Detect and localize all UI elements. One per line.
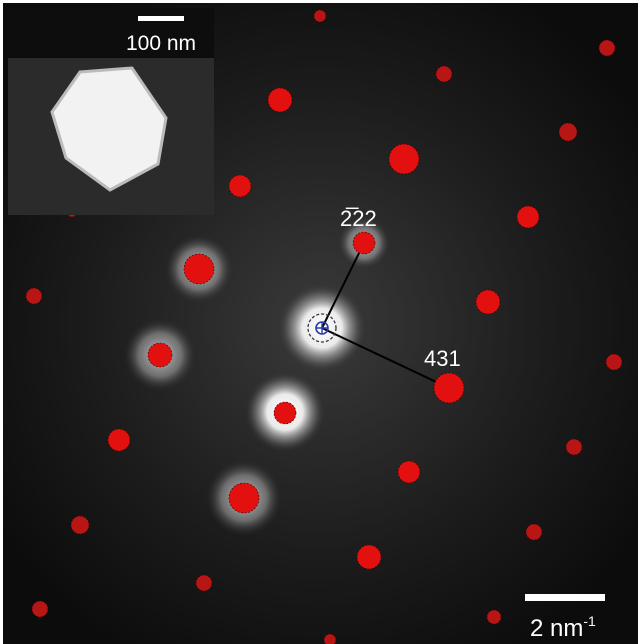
diffraction-spot — [526, 524, 542, 540]
diffraction-spot — [517, 206, 539, 228]
diffraction-spot — [599, 40, 615, 56]
scale-bar — [525, 594, 605, 601]
diffraction-spot — [559, 123, 577, 141]
spot-label: 431 — [424, 346, 461, 371]
diffraction-spot — [487, 610, 501, 624]
diffraction-spot — [229, 175, 251, 197]
diffraction-spot — [566, 439, 582, 455]
diffraction-spot — [357, 545, 381, 569]
inset-scale-label: 100 nm — [126, 32, 196, 55]
diffraction-spot — [148, 343, 172, 367]
diffraction-spot — [476, 290, 500, 314]
diffraction-spot — [274, 402, 296, 424]
diffraction-spot — [389, 144, 419, 174]
spot-label: 2̅22 — [340, 206, 377, 231]
diffraction-spot — [353, 232, 375, 254]
diffraction-spot — [268, 88, 292, 112]
diffraction-spot — [196, 575, 212, 591]
image: 2̅22 431 100 nm 2 nm-1 — [0, 0, 641, 644]
scale-exponent: -1 — [583, 613, 596, 629]
diffraction-spot — [434, 373, 464, 403]
inset-scale-bar — [138, 16, 184, 21]
diffraction-spot — [606, 354, 622, 370]
scale-unit: 2 nm — [530, 615, 583, 642]
diffraction-spot — [436, 66, 452, 82]
diffraction-spot — [398, 461, 420, 483]
diffraction-spot — [32, 601, 48, 617]
diffraction-spot — [314, 10, 326, 22]
diffraction-spot — [26, 288, 42, 304]
diffraction-spot — [108, 429, 130, 451]
diffraction-spot — [229, 483, 259, 513]
diffraction-spot — [184, 254, 214, 284]
diffraction-spot — [71, 516, 89, 534]
spot-index: 22 — [352, 206, 376, 231]
diffraction-pattern: 2̅22 431 100 nm 2 nm-1 — [0, 0, 641, 644]
